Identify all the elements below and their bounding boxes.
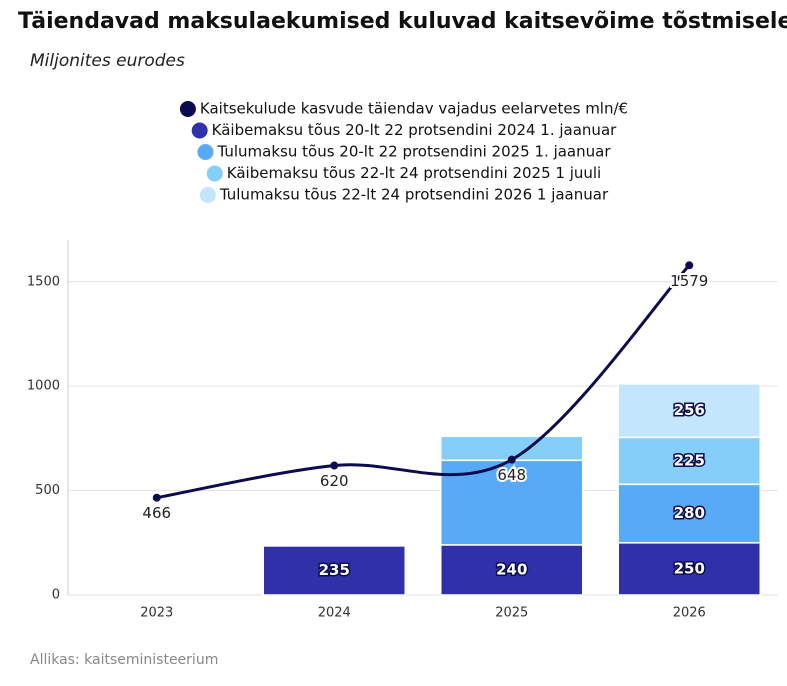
bar-value-label: 240	[496, 560, 527, 578]
y-tick-label: 0	[52, 588, 60, 603]
bar	[440, 544, 584, 596]
legend-marker	[179, 101, 196, 117]
x-tick-label: 2025	[495, 606, 528, 621]
legend-marker	[199, 187, 216, 203]
legend-marker	[206, 165, 223, 182]
line-value-label: 1579	[670, 272, 708, 290]
x-tick-label: 2024	[318, 606, 351, 621]
line-point	[330, 461, 339, 470]
line-point	[685, 261, 694, 270]
line-value-label: 620	[320, 472, 349, 490]
line-value-label: 648	[497, 466, 526, 484]
bar-value-label: 256	[674, 401, 705, 419]
chart-subtitle: Miljonites eurodes	[30, 51, 185, 71]
legend-label: Kaitsekulude kasvude täiendav vajadus ee…	[200, 100, 628, 118]
line-point	[507, 455, 516, 464]
bar-value-label: 225	[674, 451, 705, 469]
line-value-label: 466	[142, 504, 171, 522]
chart-title: Täiendavad maksulaekumised kuluvad kaits…	[18, 9, 787, 34]
bar-value-label: 250	[674, 559, 705, 577]
bar	[617, 383, 761, 439]
legend-label: Tulumaksu tõus 22-lt 24 protsendini 2026…	[219, 186, 609, 204]
line	[156, 264, 691, 500]
legend-label: Käibemaksu tõus 22-lt 24 protsendini 202…	[227, 164, 601, 182]
y-tick-label: 1000	[27, 379, 60, 394]
y-tick-label: 500	[35, 483, 60, 498]
bar-value-label: 235	[319, 561, 350, 579]
bar	[617, 436, 761, 486]
legend-label: Tulumaksu tõus 20-lt 22 protsendini 2025…	[216, 143, 611, 161]
legend-marker	[191, 122, 208, 139]
bar-value-label: 280	[674, 504, 705, 522]
line-point	[152, 493, 161, 502]
source: Allikas: kaitseministeerium	[30, 652, 218, 668]
legend-marker	[197, 144, 214, 160]
x-tick-label: 2026	[673, 606, 706, 621]
x-tick-label: 2023	[140, 606, 173, 621]
y-tick-label: 1500	[27, 274, 60, 289]
legend-label: Käibemaksu tõus 20-lt 22 protsendini 202…	[212, 121, 617, 139]
bar	[262, 545, 406, 596]
